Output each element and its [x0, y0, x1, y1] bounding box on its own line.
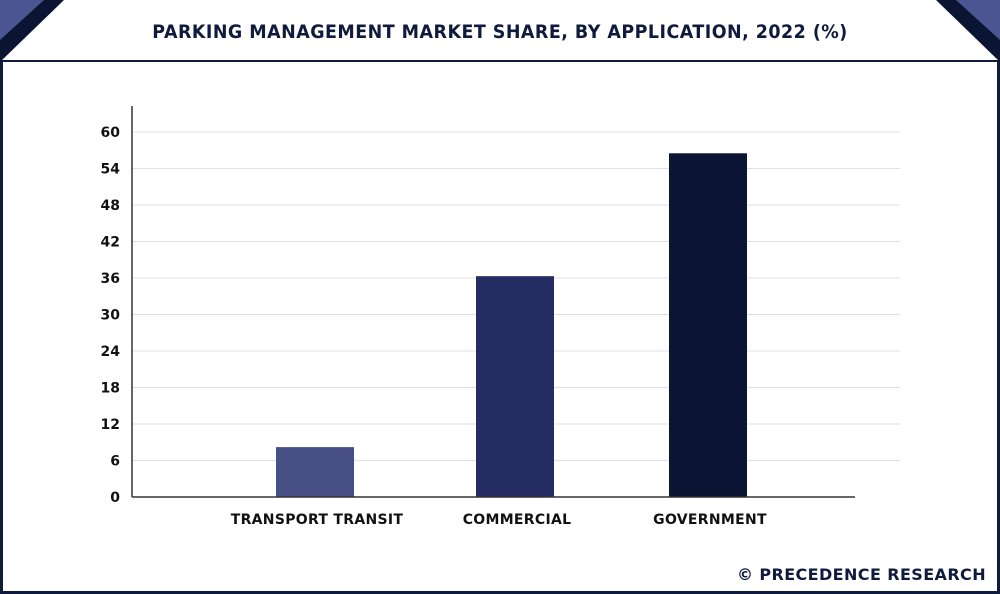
- header-bar: PARKING MANAGEMENT MARKET SHARE, BY APPL…: [0, 0, 1000, 62]
- corner-decoration-left: [0, 0, 64, 62]
- x-category-label: GOVERNMENT: [653, 512, 767, 528]
- chart-title: PARKING MANAGEMENT MARKET SHARE, BY APPL…: [152, 21, 848, 43]
- y-tick-label: 48: [101, 198, 120, 214]
- axes: [131, 106, 855, 498]
- watermark-text: © PRECEDENCE RESEARCH: [736, 565, 986, 584]
- y-tick-label: 24: [101, 344, 121, 360]
- y-tick-label: 0: [110, 490, 120, 506]
- y-tick-label: 6: [110, 454, 120, 470]
- bars: [276, 153, 747, 497]
- y-tick-label: 42: [101, 235, 120, 251]
- y-tick-label: 36: [101, 271, 120, 287]
- y-tick-label: 12: [101, 417, 120, 433]
- y-tick-label: 18: [101, 381, 120, 397]
- axis-labels: 0 6 12 18 24 30 36 42 48 54 60 TRANSPORT TRANSIT COM…: [101, 125, 767, 528]
- x-category-label: COMMERCIAL: [463, 512, 572, 528]
- bar-transport-transit: [276, 447, 354, 497]
- bar-commercial: [476, 276, 554, 497]
- y-tick-label: 30: [101, 308, 121, 324]
- corner-decoration-right: [936, 0, 1000, 62]
- bar-government: [669, 153, 747, 497]
- y-tick-label: 54: [101, 162, 121, 178]
- x-category-label: TRANSPORT TRANSIT: [231, 512, 404, 528]
- y-tick-label: 60: [101, 125, 121, 141]
